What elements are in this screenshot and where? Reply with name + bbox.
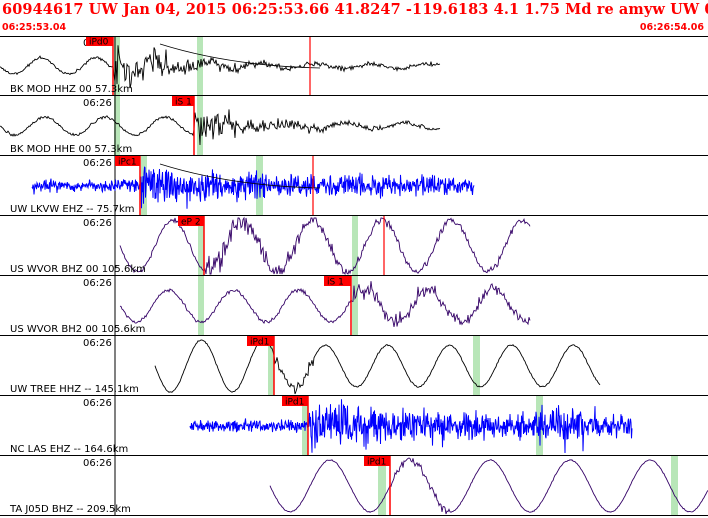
station-label: TA J05D BHZ -- 209.5km [9,504,131,515]
time-tick-label: 06:26 [83,338,112,349]
waveform-trace[interactable] [119,216,531,276]
phase-pick-label: iPd1 [250,338,269,348]
waveform-trace[interactable] [0,45,441,89]
predicted-window [352,216,358,276]
phase-pick-flag[interactable] [324,276,351,286]
waveform-trace[interactable] [154,339,601,395]
phase-pick-label: iPd1 [367,458,386,468]
trace-panel-5[interactable]: 06:26 iS 1 US WVOR BH2 00 105.6km [0,276,708,336]
time-tick-label: 06:26 [83,158,112,169]
predicted-window [378,456,386,516]
station-label: BK MOD HHE 00 57.3km [10,144,132,155]
trace-panel-1[interactable]: 06:26iPd0BK MOD HHZ 00 57.3km [0,36,708,96]
trace-panel-2[interactable]: 06:26 iS 1 BK MOD HHE 00 57.3km [0,96,708,156]
predicted-window [352,276,358,336]
time-tick-label: 06:26 [83,458,112,469]
trace-panel-7[interactable]: 06:26 iPd1 NC LAS EHZ -- 164.6km [0,396,708,456]
traveltime-curve [159,43,321,69]
waveform-trace[interactable] [0,109,441,146]
phase-pick-flag[interactable] [247,336,274,346]
phase-pick-flag[interactable] [282,396,308,406]
phase-pick-flag[interactable] [172,96,194,106]
predicted-window [198,216,204,276]
predicted-window [197,96,203,156]
event-title: 60944617 UW Jan 04, 2015 06:25:53.66 41.… [2,1,708,18]
station-label: BK MOD HHZ 00 57.3km [10,84,133,95]
predicted-window [198,276,204,336]
trace-panel-8[interactable]: 06:26 iPd1 TA J05D BHZ -- 209.5km [0,456,708,516]
start-time: 06:25:53.04 [2,22,67,33]
event-header: 60944617 UW Jan 04, 2015 06:25:53.66 41.… [0,0,708,36]
traveltime-curve [159,163,321,189]
end-time: 06:26:54.06 [639,22,704,33]
phase-pick-label: iPc1 [118,158,137,168]
phase-pick-flag[interactable] [86,36,113,46]
phase-pick-label: iS 1 [175,98,192,108]
predicted-window [114,96,120,156]
waveform-trace[interactable] [119,281,531,327]
trace-panel-6[interactable]: 06:26 iPd1 UW TREE HHZ -- 145.1km [0,336,708,396]
phase-pick-label: iS 1 [327,278,344,288]
waveform-trace[interactable] [269,457,708,515]
phase-pick-flag[interactable] [178,216,204,226]
waveform-trace[interactable] [31,166,475,209]
trace-panel-4[interactable]: 06:26 eP 2 US WVOR BHZ 00 105.6km [0,216,708,276]
station-label: US WVOR BHZ 00 105.6km [10,264,146,275]
station-label: UW TREE HHZ -- 145.1km [10,384,139,395]
trace-panel-3[interactable]: 06:26 iPc1 UW LKVW EHZ -- 75.7km [0,156,708,216]
phase-pick-flag[interactable] [364,456,390,466]
predicted-window [671,456,678,516]
time-tick-label: 06:26 [83,218,112,229]
predicted-window [268,336,274,396]
phase-pick-label: eP 2 [181,218,201,228]
time-tick-label: 06:26 [83,278,112,289]
phase-pick-label: iPd1 [285,398,304,408]
time-tick-label: 06:26 [83,398,112,409]
time-tick-label: 06:26 [83,98,112,109]
station-label: NC LAS EHZ -- 164.6km [10,444,128,455]
station-label: US WVOR BH2 00 105.6km [10,324,145,335]
phase-pick-label: iPd0 [89,38,109,48]
station-label: UW LKVW EHZ -- 75.7km [10,204,134,215]
waveform-trace[interactable] [189,399,633,454]
predicted-window [473,336,480,396]
phase-pick-flag[interactable] [115,156,140,166]
predicted-window [114,36,120,96]
waveform-panel[interactable]: 06:26 iPd0 BK MOD HHZ 00 57.3km 06:26 iS 1 BK… [0,36,708,518]
